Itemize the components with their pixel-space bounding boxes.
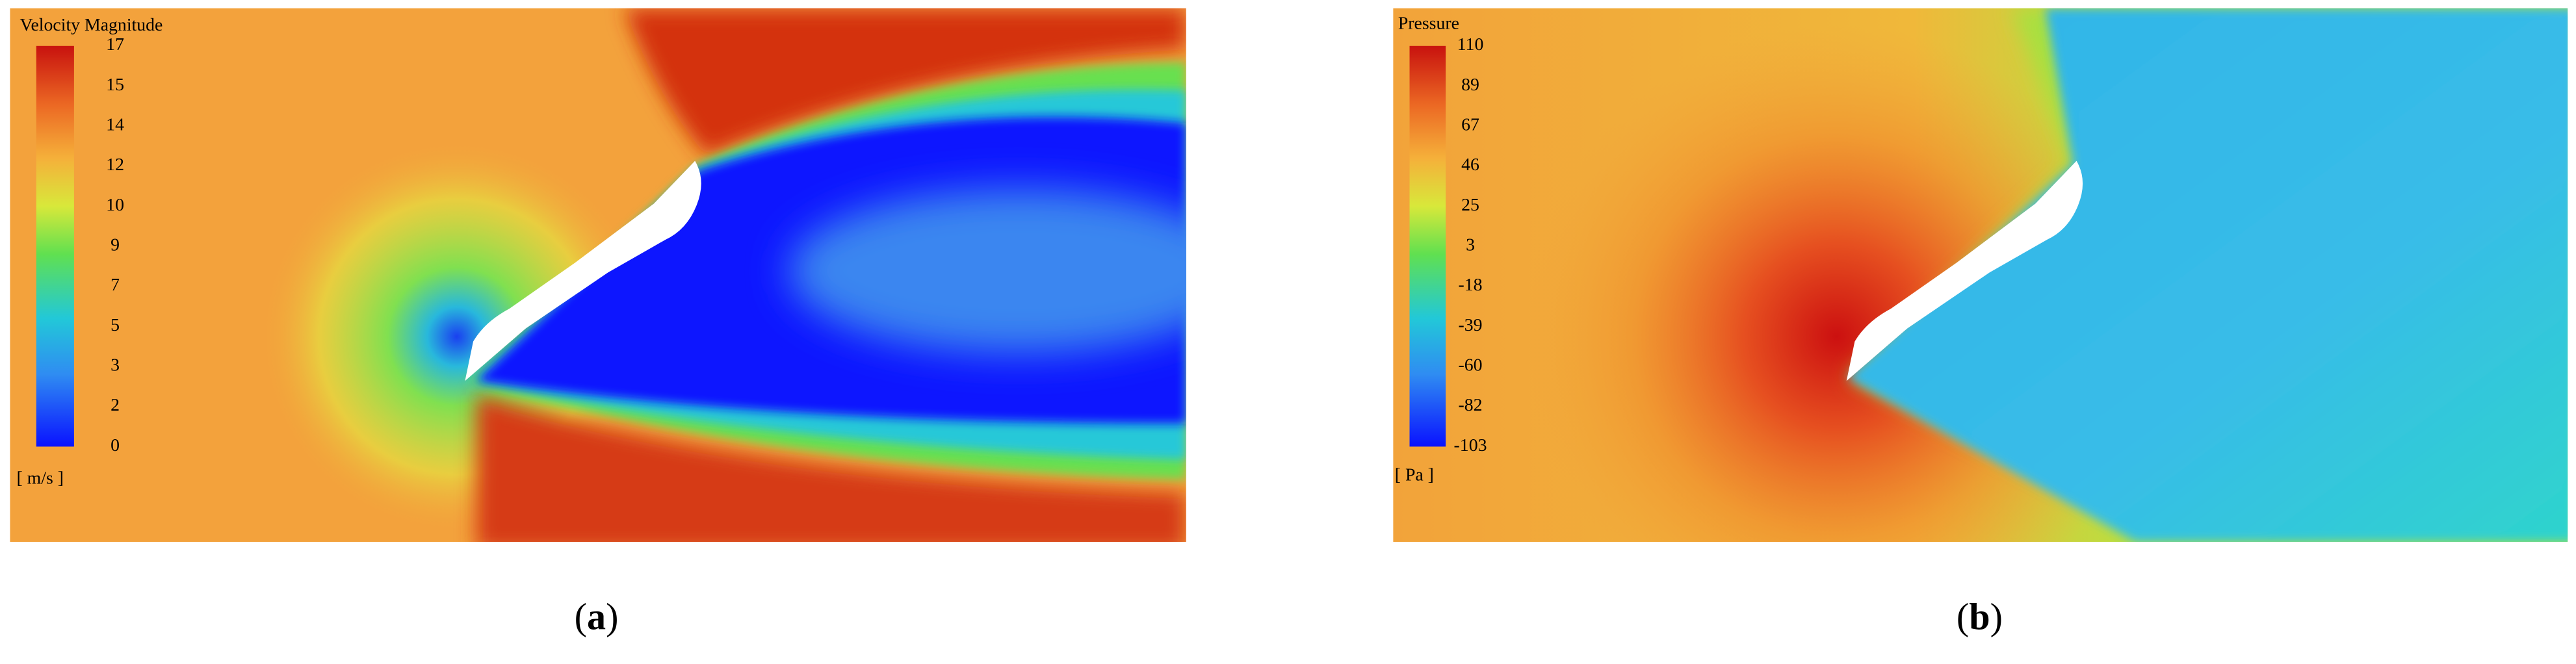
caption-label: b <box>1969 596 1990 638</box>
colorbar-tick-label: 110 <box>1457 34 1484 55</box>
colorbar-tick-label: 89 <box>1461 75 1479 95</box>
colorbar-tick-label: 25 <box>1461 195 1479 215</box>
colorbar-title: Pressure <box>1398 13 1459 33</box>
blade-a <box>465 160 701 381</box>
caption-open: ( <box>1957 596 1969 638</box>
colorbar-ticks: 110 89 67 46 25 3 -18 -39 -60 -82 -103 <box>1454 34 1487 455</box>
colorbar-tick-label: 15 <box>106 75 124 95</box>
colorbar-tick-label: 2 <box>111 395 120 415</box>
colorbar-tick-label: 14 <box>106 114 124 134</box>
caption-close: ) <box>1990 596 2003 638</box>
pressure-contour <box>1393 8 2568 542</box>
colorbar-tick-label: 12 <box>106 155 124 175</box>
colorbar-tick-label: 3 <box>111 355 120 375</box>
caption-a: (a) <box>575 596 619 638</box>
colorbar-tick-label: -60 <box>1458 355 1482 375</box>
caption-label: a <box>587 596 606 638</box>
colorbar-tick-label: -39 <box>1458 315 1482 335</box>
colorbar-tick-label: -18 <box>1458 275 1482 295</box>
caption-b: (b) <box>1957 596 2003 638</box>
colorbar-tick-label: 46 <box>1461 155 1479 175</box>
colorbar-title: Velocity Magnitude <box>20 15 163 35</box>
caption-close: ) <box>606 596 618 638</box>
colorbar-tick-label: 7 <box>111 275 120 295</box>
colorbar-tick-label: 3 <box>1466 235 1475 255</box>
velocity-contour <box>10 8 1186 542</box>
colorbar-unit: [ Pa ] <box>1395 465 1434 485</box>
colorbar-tick-label: 10 <box>106 195 124 215</box>
colorbar-tick-label: 0 <box>111 435 120 455</box>
colorbar-unit: [ m/s ] <box>16 468 64 488</box>
colorbar-b <box>1409 45 1446 447</box>
colorbar-tick-label: 5 <box>111 315 120 335</box>
colorbar-tick-label: -103 <box>1454 435 1487 455</box>
colorbar-a <box>36 45 74 447</box>
blade-b <box>1846 160 2083 381</box>
colorbar-ticks: 17 15 14 12 10 9 7 5 3 2 0 <box>106 34 124 455</box>
caption-open: ( <box>575 596 587 638</box>
colorbar-tick-label: 9 <box>111 235 120 255</box>
colorbar-tick-label: 67 <box>1461 114 1479 134</box>
colorbar-tick-label: 17 <box>106 34 124 55</box>
colorbar-tick-label: -82 <box>1458 395 1482 415</box>
